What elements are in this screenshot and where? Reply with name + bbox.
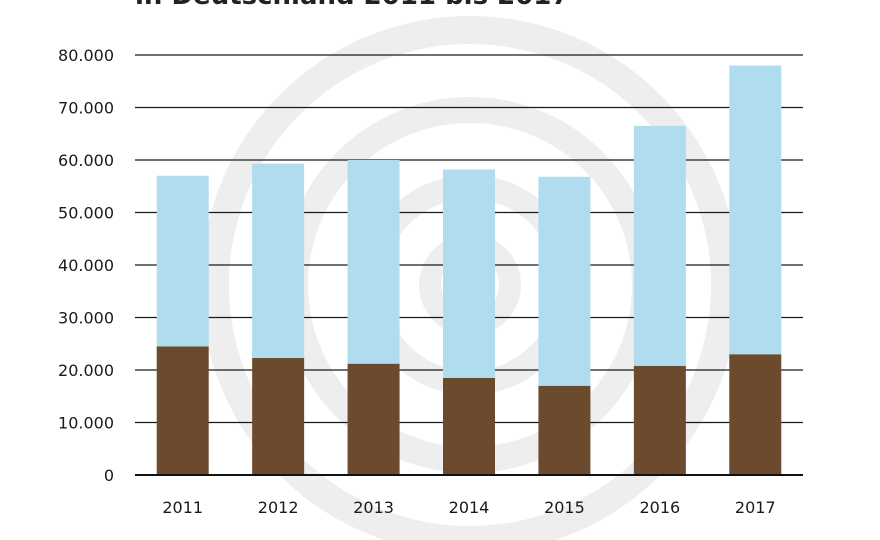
- x-tick-label-2013: 2013: [353, 498, 394, 517]
- y-axis-tick-labels: 0 10.000 20.000 30.000 40.000 50.000 60.000 70.…: [58, 46, 114, 485]
- bar-2013-segment-2: [347, 160, 400, 364]
- bar-2016-segment-2: [633, 125, 686, 366]
- y-tick-label-7: 70.000: [58, 99, 114, 118]
- bar-2013-segment-1: [347, 363, 400, 475]
- bar-2017-segment-1: [729, 354, 782, 475]
- y-tick-label-3: 30.000: [58, 309, 114, 328]
- x-tick-label-2017: 2017: [735, 498, 776, 517]
- y-tick-label-2: 20.000: [58, 361, 114, 380]
- x-tick-label-2012: 2012: [258, 498, 299, 517]
- bar-2015-segment-2: [538, 176, 591, 386]
- chart-title: in Deutschland 2011 bis 2017: [135, 0, 569, 10]
- bar-2015-segment-1: [538, 385, 591, 475]
- y-tick-label-0: 0: [104, 466, 114, 485]
- bar-2014-segment-2: [443, 169, 495, 378]
- x-tick-label-2014: 2014: [449, 498, 490, 517]
- bar-2011-segment-1: [156, 346, 209, 475]
- bar-2012-segment-1: [252, 357, 305, 475]
- y-tick-label-1: 10.000: [58, 414, 114, 433]
- y-tick-label-5: 50.000: [58, 204, 114, 223]
- bars: [156, 65, 782, 475]
- x-tick-label-2011: 2011: [162, 498, 203, 517]
- bar-2011-segment-2: [156, 175, 209, 347]
- bar-2016-segment-1: [633, 365, 686, 475]
- bar-2017-segment-2: [729, 65, 782, 355]
- bar-2012-segment-2: [252, 163, 305, 358]
- y-tick-label-6: 60.000: [58, 151, 114, 170]
- bar-2014-segment-1: [443, 377, 495, 475]
- x-tick-label-2015: 2015: [544, 498, 585, 517]
- x-axis-tick-labels: 2011 2012 2013 2014 2015 2016 2017: [162, 498, 775, 517]
- y-tick-label-4: 40.000: [58, 256, 114, 275]
- x-tick-label-2016: 2016: [639, 498, 680, 517]
- watermark-ring-1: [201, 16, 739, 540]
- y-tick-label-8: 80.000: [58, 46, 114, 65]
